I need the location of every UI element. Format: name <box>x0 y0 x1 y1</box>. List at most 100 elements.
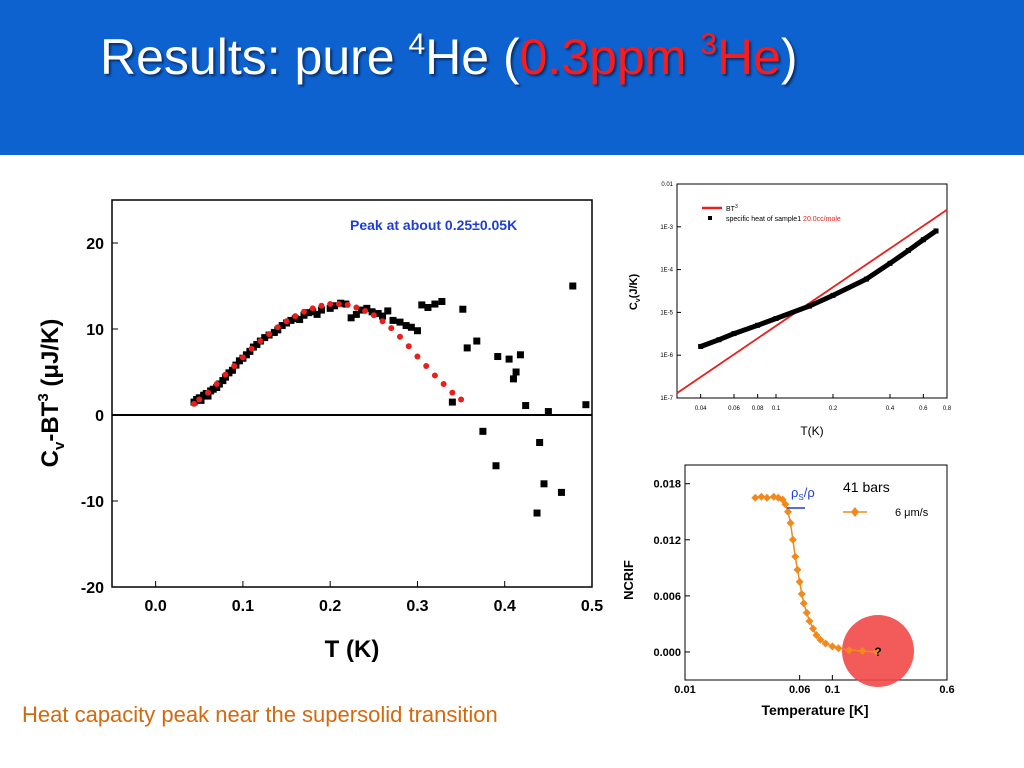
slide-title: Results: pure 4He (0.3ppm 3He) <box>100 28 798 85</box>
fit-point <box>248 345 255 352</box>
loglog-x-axis-label: T(K) <box>800 424 823 438</box>
data-point <box>698 343 704 349</box>
peak-annotation: Peak at about 0.25±0.05K <box>350 217 517 233</box>
data-point <box>830 292 836 298</box>
x-tick-label: 0.4 <box>886 406 895 412</box>
data-point <box>300 311 308 319</box>
data-point <box>374 310 382 318</box>
y-tick-label: -10 <box>81 494 104 511</box>
data-point <box>304 309 312 317</box>
data-point <box>424 304 432 311</box>
ncrif-point <box>788 535 797 544</box>
x-tick-label: 0.0 <box>145 598 167 615</box>
ncrif-point <box>757 492 766 501</box>
ncrif-point <box>762 493 771 502</box>
ncrif-point <box>751 493 760 502</box>
y-tick-label: 0 <box>95 408 104 425</box>
legend-marker <box>851 507 859 517</box>
data-point <box>533 509 541 517</box>
data-point <box>448 398 456 406</box>
data-point <box>261 334 269 342</box>
ncrif-point <box>821 639 830 648</box>
data-point <box>296 316 304 324</box>
data-point <box>557 488 565 496</box>
y-tick-label: 1E-5 <box>660 310 673 316</box>
fit-point <box>309 305 316 312</box>
x-tick-label: 0.1 <box>825 684 840 696</box>
ncrif-point <box>812 631 821 640</box>
data-point <box>347 314 355 322</box>
fit-point <box>327 301 334 308</box>
data-point <box>887 260 893 266</box>
data-point <box>920 237 926 243</box>
ncrif-point <box>858 647 867 656</box>
fit-point <box>239 354 246 361</box>
legend-data-label: specific heat of sample1 20.0cc/mole <box>726 216 841 223</box>
x-tick-label: 0.06 <box>728 406 740 412</box>
x-tick-label: 0.04 <box>695 406 707 412</box>
y-tick-label: 0.000 <box>653 647 681 659</box>
ncrif-point <box>778 495 787 504</box>
y-tick-label: 1E-7 <box>660 396 673 402</box>
data-point <box>352 310 360 318</box>
ncrif-point <box>845 646 854 655</box>
data-point <box>569 282 577 290</box>
x-tick-label: 0.5 <box>581 598 603 615</box>
fit-point <box>344 301 351 308</box>
x-tick-label: 0.3 <box>406 598 428 615</box>
data-point <box>358 306 366 314</box>
data-point <box>317 306 325 314</box>
fit-point <box>257 338 264 345</box>
x-tick-label: 0.6 <box>919 406 928 412</box>
data-point <box>246 347 254 355</box>
ncrif-point <box>802 608 811 617</box>
data-point <box>905 247 911 253</box>
data-point <box>363 304 371 312</box>
ncrif-point <box>797 590 806 598</box>
fit-point <box>362 307 369 314</box>
ncrif-y-axis-label: NCRIF <box>621 560 636 600</box>
legend-title: 41 bars <box>843 479 890 495</box>
data-point <box>313 310 321 318</box>
data-point <box>505 355 513 363</box>
data-point <box>544 408 552 416</box>
fit-point <box>213 381 220 388</box>
data-point <box>536 439 544 447</box>
fit-point <box>196 396 203 403</box>
fit-point <box>440 381 447 388</box>
bt3-fit-line <box>676 209 948 394</box>
data-point <box>389 316 397 324</box>
main-heat-capacity-chart: 0.0 0.1 0.2 0.3 0.4 0.5 -20 -10 0 10 20 Peak at ab… <box>35 199 603 663</box>
x-tick-label: 0.6 <box>939 684 954 696</box>
data-point <box>755 322 761 328</box>
ncrif-point <box>805 617 814 626</box>
x-tick-label: 0.1 <box>232 598 254 615</box>
data-point <box>396 318 404 326</box>
data-point <box>863 276 869 282</box>
data-point <box>494 353 502 361</box>
data-point <box>516 351 524 359</box>
data-point <box>379 312 387 320</box>
ncrif-point <box>795 577 804 586</box>
y-tick-label: 0.018 <box>653 479 681 491</box>
main-plot-frame <box>111 199 593 588</box>
y-tick-label: 1E-6 <box>660 353 673 359</box>
fit-point <box>423 362 430 369</box>
fit-point <box>191 400 198 407</box>
fit-point <box>379 318 386 325</box>
legend-fit-label: BT3 <box>726 204 738 213</box>
data-point <box>331 302 339 310</box>
data-point <box>463 344 471 352</box>
data-point <box>459 305 467 313</box>
y-tick-label: 0.01 <box>661 182 673 188</box>
data-point <box>204 392 212 400</box>
data-point <box>309 308 317 316</box>
fit-point <box>397 333 403 340</box>
data-point <box>418 301 426 309</box>
fit-point <box>431 372 438 379</box>
fit-point <box>318 302 325 309</box>
legend-entry: 6 μm/s <box>895 507 929 519</box>
data-point <box>413 327 421 335</box>
fit-point <box>283 318 290 325</box>
title-banner: Results: pure 4He (0.3ppm 3He) <box>0 0 1024 155</box>
